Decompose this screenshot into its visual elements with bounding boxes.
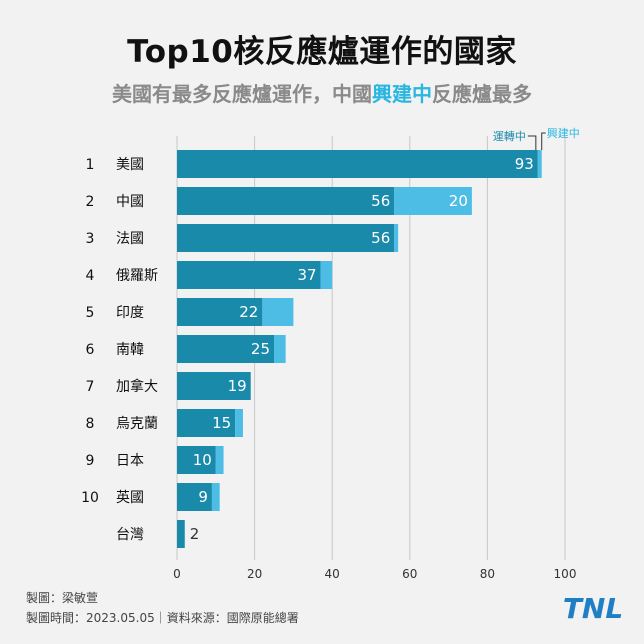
legend-construction: 興建中 bbox=[547, 126, 580, 140]
value-label-operating: 10 bbox=[193, 451, 212, 469]
category-label: 法國 bbox=[116, 231, 144, 247]
x-tick-label: 60 bbox=[402, 567, 417, 581]
bar-operating bbox=[177, 520, 185, 548]
svg-text:TNL: TNL bbox=[563, 592, 623, 624]
rank-label: 4 bbox=[86, 268, 95, 284]
x-tick-label: 40 bbox=[325, 567, 340, 581]
value-label-operating: 15 bbox=[212, 414, 231, 432]
rank-label: 7 bbox=[86, 379, 95, 395]
x-tick-label: 20 bbox=[247, 567, 262, 581]
bar-construction bbox=[537, 150, 542, 178]
bar-construction bbox=[320, 261, 333, 289]
chart-title: Top10核反應爐運作的國家 bbox=[127, 34, 517, 70]
value-label-construction: 20 bbox=[449, 192, 468, 210]
value-label-operating: 25 bbox=[251, 340, 270, 358]
value-label-operating: 22 bbox=[239, 303, 258, 321]
value-label-operating: 19 bbox=[228, 377, 247, 395]
category-label: 英國 bbox=[116, 489, 144, 506]
category-label: 日本 bbox=[116, 453, 144, 469]
bar-operating bbox=[177, 298, 263, 326]
bar-operating bbox=[177, 335, 274, 363]
subtitle-highlight: 興建中 bbox=[372, 82, 432, 106]
category-label: 台灣 bbox=[116, 527, 144, 543]
bar-operating bbox=[177, 150, 538, 178]
category-label: 俄羅斯 bbox=[116, 268, 158, 284]
category-label: 印度 bbox=[116, 305, 144, 321]
x-tick-label: 0 bbox=[173, 567, 181, 581]
subtitle-suffix: 反應爐最多 bbox=[432, 82, 532, 106]
value-label-operating: 9 bbox=[198, 488, 208, 506]
category-label: 烏克蘭 bbox=[116, 415, 158, 432]
rank-label: 9 bbox=[86, 453, 95, 469]
rank-label: 1 bbox=[86, 157, 95, 173]
bar-operating bbox=[177, 372, 251, 400]
bar-operating bbox=[177, 446, 216, 474]
bar-construction bbox=[274, 335, 286, 363]
tnl-logo: TNL bbox=[563, 592, 623, 624]
credit-text: 製圖：梁敏萱 bbox=[26, 591, 99, 605]
bar-operating bbox=[177, 483, 212, 511]
bar-operating bbox=[177, 224, 395, 252]
rank-label: 3 bbox=[86, 231, 95, 247]
category-label: 南韓 bbox=[116, 342, 144, 358]
bar-operating bbox=[177, 187, 395, 215]
value-label-operating: 93 bbox=[515, 155, 534, 173]
legend-leader-operating bbox=[527, 135, 537, 150]
bar-construction bbox=[262, 298, 294, 326]
chart-subtitle: 美國有最多反應爐運作，中國興建中反應爐最多 bbox=[0, 78, 644, 107]
category-label: 中國 bbox=[116, 194, 144, 210]
source-text: 製圖時間：2023.05.05｜資料來源：國際原能總署 bbox=[26, 611, 299, 625]
rank-label: 5 bbox=[86, 305, 95, 321]
value-label-operating: 2 bbox=[190, 525, 200, 543]
bar-construction bbox=[394, 224, 399, 252]
rank-label: 2 bbox=[86, 194, 95, 210]
bar-construction bbox=[211, 483, 220, 511]
legend-operating: 運轉中 bbox=[493, 130, 526, 143]
rank-label: 8 bbox=[86, 416, 95, 432]
rank-label: 10 bbox=[81, 490, 99, 506]
category-label: 美國 bbox=[116, 157, 144, 173]
value-label-operating: 56 bbox=[371, 229, 390, 247]
bar-operating bbox=[177, 409, 236, 437]
x-tick-label: 100 bbox=[554, 567, 577, 581]
bar-construction bbox=[215, 446, 224, 474]
x-tick-label: 80 bbox=[480, 567, 495, 581]
legend-leader-construction bbox=[541, 132, 546, 150]
subtitle-prefix: 美國有最多反應爐運作，中國 bbox=[112, 82, 372, 106]
value-label-operating: 37 bbox=[297, 266, 316, 284]
bar-operating bbox=[177, 261, 321, 289]
rank-label: 6 bbox=[86, 342, 95, 358]
bar-construction bbox=[394, 187, 472, 215]
category-label: 加拿大 bbox=[116, 378, 158, 395]
bar-construction bbox=[235, 409, 243, 437]
value-label-operating: 56 bbox=[371, 192, 390, 210]
